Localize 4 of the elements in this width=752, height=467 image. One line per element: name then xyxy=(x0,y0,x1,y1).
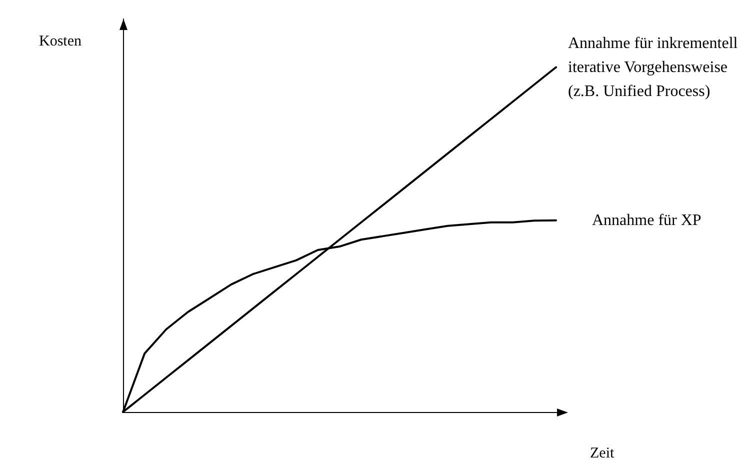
text: Annahme für XP xyxy=(592,212,702,229)
series-label: Annahme für inkrementell iterative Vorgehensweise (z.B. Unified Process) xyxy=(568,34,742,100)
y-axis-title: Kosten xyxy=(39,34,82,50)
x-axis-title: Zeit xyxy=(590,446,615,462)
